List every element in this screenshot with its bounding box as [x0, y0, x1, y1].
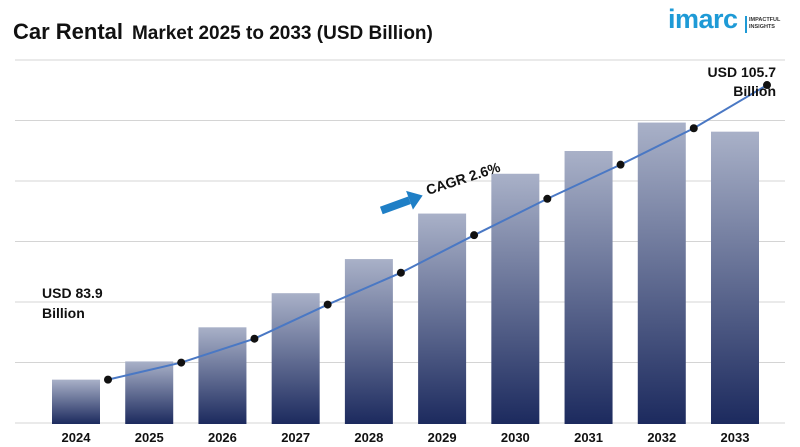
trend-marker: [177, 358, 186, 367]
trend-marker: [470, 231, 479, 240]
bar: [52, 379, 100, 424]
x-axis-labels: 2024 2025 2026 2027 2028 2029 2030 2031 2032 2033: [62, 430, 750, 445]
bar: [344, 259, 393, 424]
end-value-label: USD 105.7: [708, 64, 777, 80]
bar: [271, 293, 320, 424]
x-tick-label: 2032: [647, 430, 676, 445]
cagr-arrow-head: [406, 190, 423, 210]
x-tick-label: 2030: [501, 430, 530, 445]
x-tick-label: 2024: [62, 430, 92, 445]
trend-marker: [616, 160, 625, 169]
end-value-label: Billion: [733, 83, 776, 99]
trend-marker: [763, 81, 771, 90]
trend-marker: [543, 194, 552, 203]
x-tick-label: 2027: [281, 430, 310, 445]
chart-title: Car Rental Market 2025 to 2033 (USD Bill…: [13, 10, 433, 47]
logo-word: imarc: [668, 4, 738, 34]
bar: [637, 122, 686, 424]
bars: [52, 122, 759, 424]
bar: [125, 361, 174, 424]
trend-marker: [104, 375, 112, 384]
logo-tagline-line: IMPACTFUL: [749, 17, 781, 23]
x-tick-label: 2031: [574, 430, 603, 445]
imarc-logo: imarc IMPACTFUL INSIGHTS: [668, 4, 789, 40]
cagr-arrow: [379, 190, 423, 215]
trend-marker: [396, 268, 405, 277]
logo-tagline-line: INSIGHTS: [749, 24, 775, 30]
bar: [198, 327, 247, 424]
x-tick-label: 2029: [428, 430, 457, 445]
trend-marker: [689, 124, 698, 133]
bar: [711, 131, 759, 424]
cagr-label: CAGR 2.6%: [424, 159, 503, 198]
logo-tagline: IMPACTFUL INSIGHTS: [749, 17, 789, 31]
x-tick-label: 2025: [135, 430, 164, 445]
bar: [564, 151, 613, 424]
logo-divider: [745, 16, 747, 33]
x-tick-label: 2028: [354, 430, 383, 445]
x-tick-label: 2026: [208, 430, 237, 445]
bar: [418, 213, 467, 424]
chart-title-rest: Market 2025 to 2033 (USD Billion): [131, 23, 433, 44]
x-tick-label: 2033: [721, 430, 750, 445]
bar: [491, 173, 540, 424]
trend-line: [104, 81, 771, 384]
start-value-label: USD 83.9: [42, 285, 103, 301]
trend-line-path: [107, 84, 768, 381]
trend-marker: [250, 334, 259, 343]
start-value-label: Billion: [42, 305, 85, 321]
chart-title-main: Car Rental: [13, 19, 124, 44]
cagr-arrow-shaft: [379, 196, 411, 215]
trend-marker: [323, 300, 332, 309]
